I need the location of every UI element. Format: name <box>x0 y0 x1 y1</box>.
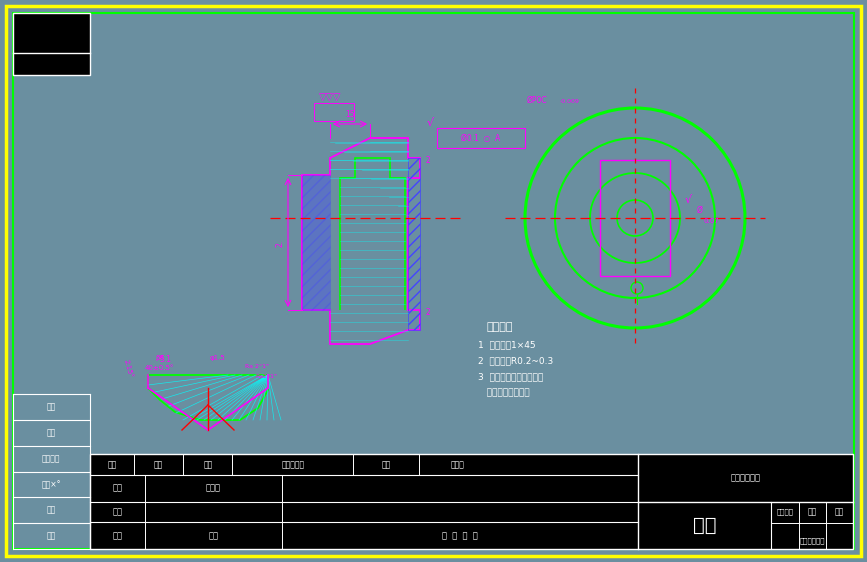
Text: Ø0.1  ○  A: Ø0.1 ○ A <box>461 134 500 143</box>
Bar <box>600 160 670 276</box>
Text: 分区: 分区 <box>203 460 212 469</box>
Text: 2.15°: 2.15° <box>122 359 134 379</box>
Text: 处置: 处置 <box>153 460 163 469</box>
Bar <box>314 103 354 121</box>
Text: 1  未注圆角1×45: 1 未注圆角1×45 <box>478 340 536 349</box>
Text: 比图: 比图 <box>835 507 844 516</box>
Bar <box>408 158 420 330</box>
Text: -0.009: -0.009 <box>560 99 580 104</box>
Text: 2  未注圆角R0.2~0.3: 2 未注圆角R0.2~0.3 <box>478 356 553 365</box>
Text: √: √ <box>685 195 692 205</box>
Text: （图纸代号）: （图纸代号） <box>799 538 825 545</box>
Text: Ra2°1": Ra2°1" <box>255 374 277 379</box>
Text: 审核: 审核 <box>113 507 122 516</box>
Text: 标准化: 标准化 <box>205 484 221 493</box>
Text: 尺寸: 尺寸 <box>807 507 817 516</box>
Text: 带轮: 带轮 <box>693 516 716 535</box>
Bar <box>13 13 90 75</box>
Text: 数据审过: 数据审过 <box>777 509 793 515</box>
Text: 3  待件不得有气孔沙眼等: 3 待件不得有气孔沙眼等 <box>478 372 544 381</box>
Text: 5.1: 5.1 <box>159 355 171 364</box>
Text: Ra 2°1": Ra 2°1" <box>245 364 269 369</box>
Bar <box>437 128 525 148</box>
Text: 签名: 签名 <box>381 460 390 469</box>
Text: 2: 2 <box>426 156 431 165</box>
Text: 15: 15 <box>345 110 355 119</box>
Text: 图纸编号: 图纸编号 <box>42 454 60 463</box>
Text: 批准: 批准 <box>208 531 218 540</box>
Text: 日期: 日期 <box>46 532 55 541</box>
Text: 40±0.5°: 40±0.5° <box>145 365 174 371</box>
Text: √: √ <box>427 118 434 128</box>
Text: 初用日: 初用日 <box>450 460 464 469</box>
Text: 2.: 2. <box>276 239 284 247</box>
Text: 重量: 重量 <box>46 506 55 515</box>
Text: 影响强度之缺陷。: 影响强度之缺陷。 <box>478 388 530 397</box>
Text: 技术要求: 技术要求 <box>486 322 513 332</box>
Text: 设计: 设计 <box>113 484 122 493</box>
Text: （材料标记）: （材料标记） <box>731 473 760 482</box>
Bar <box>302 175 330 310</box>
Text: 工艺: 工艺 <box>113 531 122 540</box>
Text: ØP0C: ØP0C <box>527 96 548 105</box>
Text: ▽▽▽: ▽▽▽ <box>319 92 342 102</box>
Text: Ø: Ø <box>697 206 703 215</box>
Text: 标题: 标题 <box>46 402 55 411</box>
Text: 0.07: 0.07 <box>703 218 719 224</box>
Text: 标记: 标记 <box>108 460 116 469</box>
Text: 共  作  革  本: 共 作 革 本 <box>442 531 478 540</box>
Text: 比例×°: 比例×° <box>42 480 61 489</box>
Text: 数量: 数量 <box>46 428 55 437</box>
Text: 2: 2 <box>426 308 431 317</box>
Text: 图纸文件号: 图纸文件号 <box>281 460 304 469</box>
Bar <box>90 454 853 549</box>
Text: β6: β6 <box>155 355 164 361</box>
Text: φ1.5: φ1.5 <box>210 355 225 361</box>
